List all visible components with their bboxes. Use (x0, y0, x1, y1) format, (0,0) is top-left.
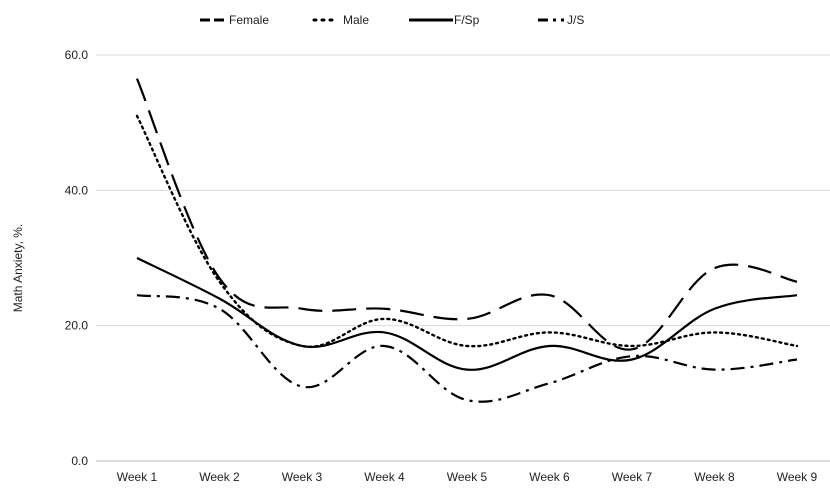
grid-lines (96, 54, 830, 462)
x-tick-label: Week 3 (282, 470, 323, 484)
series-line-f-sp (136, 257, 798, 371)
legend-label: Male (343, 13, 369, 27)
series-line-j-s (136, 294, 798, 403)
y-axis: 0.0 20.0 40.0 60.0 (65, 48, 89, 468)
x-tick-label: Week 5 (447, 470, 488, 484)
y-axis-label: Math Anxiety, %. (11, 224, 25, 312)
x-tick-label: Week 4 (364, 470, 405, 484)
x-tick-label: Week 2 (199, 470, 240, 484)
x-tick-label: Week 8 (694, 470, 735, 484)
legend-label: J/S (567, 13, 584, 27)
x-tick-label: Week 6 (529, 470, 570, 484)
y-tick-label: 40.0 (65, 183, 89, 197)
series-line-female (135, 78, 798, 351)
legend: Female Male F/Sp J/S (200, 13, 584, 27)
y-tick-label: 60.0 (65, 48, 89, 62)
x-tick-label: Week 7 (612, 470, 653, 484)
legend-label: F/Sp (454, 13, 480, 27)
x-tick-label: Week 1 (117, 470, 158, 484)
series-line-male (135, 114, 799, 349)
series-lines (135, 78, 799, 403)
x-axis: Week 1 Week 2 Week 3 Week 4 Week 5 Week 6 Week… (117, 470, 818, 484)
y-tick-label: 0.0 (71, 454, 88, 468)
x-tick-label: Week 9 (777, 470, 818, 484)
legend-label: Female (229, 13, 269, 27)
y-tick-label: 20.0 (65, 319, 89, 333)
